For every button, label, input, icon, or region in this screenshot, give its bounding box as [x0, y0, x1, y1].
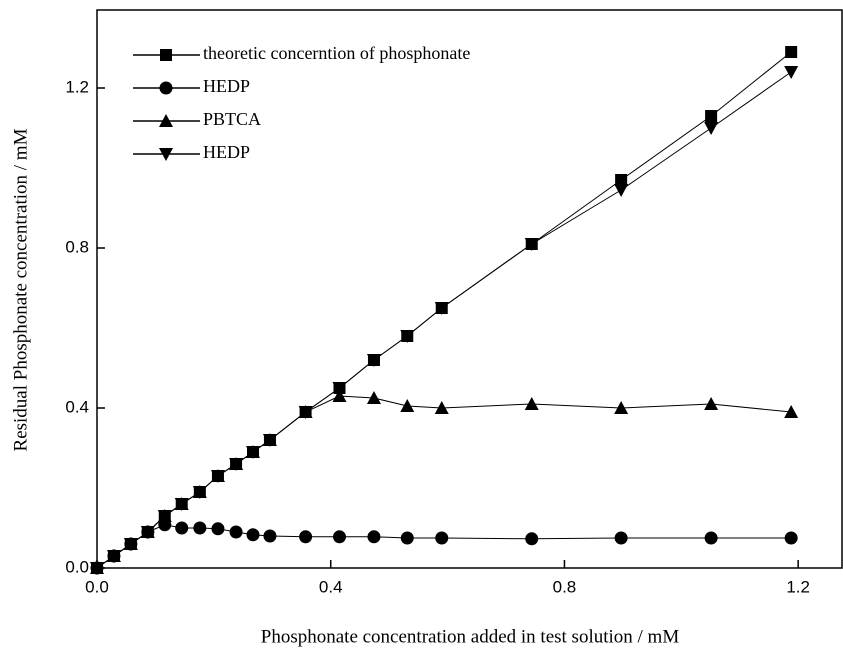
data-point — [614, 184, 629, 197]
data-point — [246, 528, 260, 542]
legend-label: theoretic concerntion of phosphonate — [203, 43, 470, 63]
y-tick-label: 0.0 — [65, 557, 89, 576]
data-point — [614, 531, 628, 545]
data-point — [106, 550, 121, 563]
data-point — [704, 531, 718, 545]
data-point — [157, 510, 172, 523]
y-tick-label: 0.8 — [65, 237, 89, 256]
data-point — [211, 522, 225, 536]
legend-marker — [159, 148, 173, 161]
legend-label: HEDP — [203, 76, 250, 96]
x-tick-label: 0.4 — [319, 577, 343, 596]
data-point — [332, 530, 346, 544]
data-point — [332, 382, 347, 395]
data-point — [140, 526, 155, 539]
data-point — [614, 401, 629, 414]
data-point — [434, 302, 449, 315]
data-point — [332, 389, 347, 402]
data-point — [229, 525, 243, 539]
data-point — [400, 531, 414, 545]
data-point — [210, 470, 225, 483]
x-axis-label: Phosphonate concentration added in test … — [261, 626, 680, 647]
data-point — [367, 530, 381, 544]
legend-label: HEDP — [203, 142, 250, 162]
data-point — [123, 538, 138, 551]
data-point — [524, 397, 539, 410]
data-point — [299, 530, 313, 544]
x-tick-label: 0.8 — [553, 577, 577, 596]
data-point — [525, 532, 539, 546]
data-point — [434, 401, 449, 414]
data-point — [298, 406, 313, 419]
data-point — [705, 110, 718, 122]
x-tick-label: 1.2 — [786, 577, 810, 596]
data-point — [262, 434, 277, 447]
y-tick-label: 0.4 — [65, 397, 89, 416]
x-tick-label: 0.0 — [85, 577, 109, 596]
y-axis-label: Residual Phosphonate concentration / mM — [10, 128, 31, 451]
data-point — [366, 354, 381, 367]
legend-label: PBTCA — [203, 109, 261, 129]
data-point — [784, 405, 799, 418]
data-point — [435, 531, 449, 545]
legend-marker — [159, 114, 173, 127]
data-point — [366, 391, 381, 404]
legend-marker — [160, 49, 172, 61]
data-point — [229, 458, 244, 471]
data-point — [193, 521, 207, 535]
plot-frame — [96, 9, 843, 569]
data-point — [90, 562, 104, 575]
y-tick-label: 1.2 — [65, 77, 89, 96]
data-point — [704, 397, 719, 410]
data-point — [174, 498, 189, 511]
data-point — [784, 531, 798, 545]
data-point — [175, 521, 189, 535]
data-point — [785, 46, 798, 58]
data-point — [704, 122, 719, 135]
data-point — [615, 174, 628, 186]
data-point — [192, 486, 207, 499]
data-point — [784, 66, 799, 79]
data-point — [524, 238, 539, 251]
legend-marker — [159, 81, 173, 95]
data-point — [400, 330, 415, 343]
data-point — [400, 399, 415, 412]
data-point — [246, 446, 261, 459]
data-point — [263, 529, 277, 543]
